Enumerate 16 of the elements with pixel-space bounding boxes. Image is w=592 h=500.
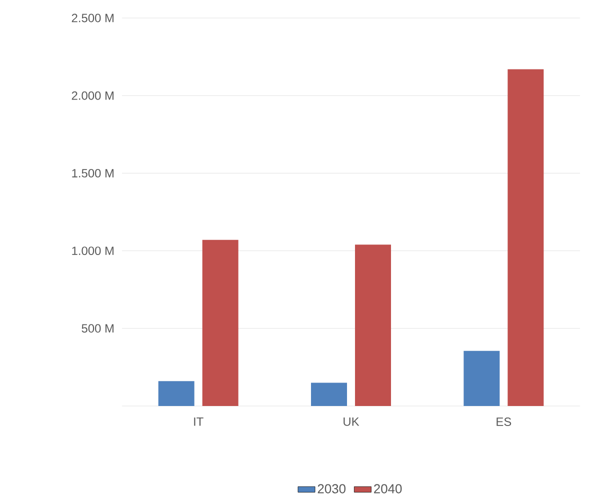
bar xyxy=(158,381,194,406)
x-tick-label: ES xyxy=(496,418,512,426)
bar xyxy=(202,240,238,406)
y-tick-label: 2.500 M xyxy=(72,14,114,22)
bar xyxy=(311,382,348,406)
bar xyxy=(508,69,544,406)
legend-label: 2040 xyxy=(374,484,402,494)
y-tick-label: 1.000 M xyxy=(72,246,114,256)
legend-label: 2030 xyxy=(318,484,346,494)
x-tick-label: IT xyxy=(194,418,204,426)
y-tick-label: 2.000 M xyxy=(72,91,114,100)
x-tick-label: UK xyxy=(344,418,360,426)
bar xyxy=(355,244,392,406)
bar xyxy=(464,350,500,406)
y-tick-label: 1.500 M xyxy=(72,168,114,178)
y-tick-label: 500 M xyxy=(82,324,114,333)
